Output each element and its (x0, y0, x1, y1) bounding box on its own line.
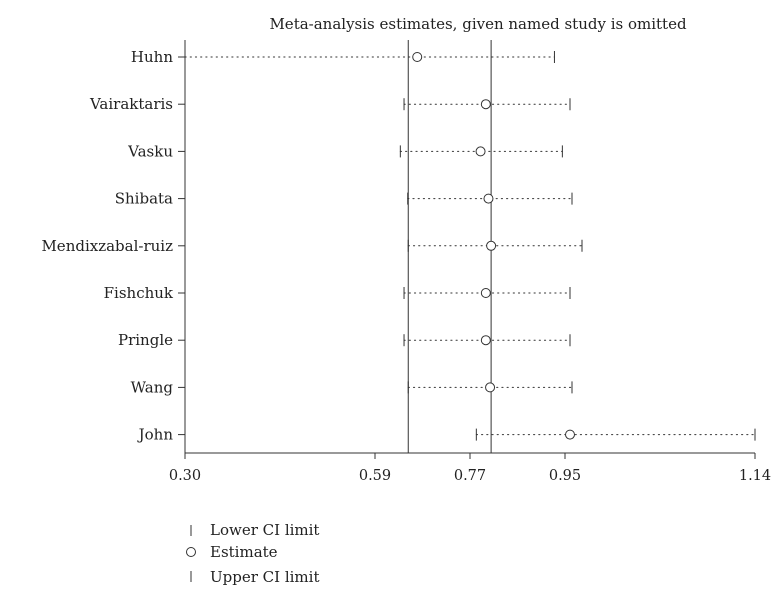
x-tick-label: 1.14 (739, 468, 771, 484)
study-label: John (137, 426, 174, 444)
x-tick-label: 0.95 (549, 468, 581, 484)
legend-estimate-marker (186, 547, 196, 557)
estimate-point (480, 99, 491, 110)
study-label: Pringle (118, 331, 173, 349)
study-label: Mendixzabal-ruiz (41, 237, 173, 255)
study-label: Huhn (131, 48, 173, 66)
x-tick-label: 0.59 (359, 468, 391, 484)
estimate-point (483, 193, 494, 204)
estimate-point (486, 240, 497, 251)
study-label: Shibata (115, 190, 173, 208)
study-label: Vairaktaris (89, 95, 173, 113)
study-label: Wang (131, 378, 174, 396)
estimate-point (480, 288, 491, 298)
legend: Lower CI limit Estimate Upper CI limit (186, 521, 319, 586)
estimate-point (412, 52, 423, 62)
study-label: Fishchuk (104, 284, 174, 302)
estimate-point (565, 429, 575, 440)
estimate-point (485, 382, 496, 393)
plot-area: 0.30 0.59 0.77 0.95 1.14 Huhn Vairaktaris Vasku… (41, 40, 771, 484)
legend-upper-label: Upper CI limit (210, 568, 319, 586)
estimate-point (480, 335, 491, 346)
study-label: Vasku (127, 142, 173, 160)
legend-lower-label: Lower CI limit (210, 521, 319, 539)
x-tick-label: 0.30 (169, 468, 201, 484)
x-tick-label: 0.77 (454, 468, 486, 484)
chart-title: Meta-analysis estimates, given named stu… (269, 15, 686, 33)
legend-estimate-label: Estimate (210, 543, 278, 561)
estimate-point (475, 146, 486, 157)
